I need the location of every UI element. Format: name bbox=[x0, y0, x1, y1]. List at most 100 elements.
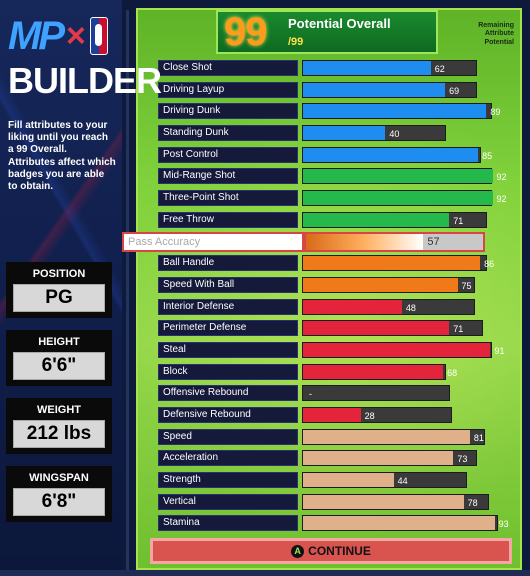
continue-button[interactable]: A CONTINUE bbox=[150, 538, 512, 564]
attribute-value: 68 bbox=[447, 367, 458, 378]
attribute-value: 57 bbox=[427, 235, 440, 248]
attribute-value: - bbox=[309, 389, 312, 400]
attribute-bar-fill bbox=[303, 451, 454, 466]
attribute-bar[interactable]: - bbox=[302, 385, 451, 402]
attribute-value: 48 bbox=[405, 302, 416, 313]
wingspan-box: WINGSPAN 6'8" bbox=[6, 466, 112, 522]
attribute-bar[interactable]: 86 bbox=[302, 255, 494, 272]
attribute-bar[interactable]: 92 bbox=[302, 168, 507, 185]
attribute-bar[interactable]: 69 bbox=[302, 81, 478, 98]
attribute-bar[interactable]: 40 bbox=[302, 125, 447, 142]
attribute-value: 89 bbox=[490, 107, 501, 118]
attribute-value: 93 bbox=[498, 519, 509, 530]
attribute-row[interactable]: Speed 81 bbox=[158, 428, 518, 450]
attribute-name: Steal bbox=[158, 341, 298, 358]
attribute-name: Acceleration bbox=[158, 450, 298, 467]
attribute-row[interactable]: Steal 91 bbox=[158, 341, 518, 363]
attribute-value: 78 bbox=[467, 497, 478, 508]
attribute-bar[interactable]: 91 bbox=[302, 341, 504, 358]
attribute-row[interactable]: Pass Accuracy 57 bbox=[122, 231, 518, 255]
attribute-row[interactable]: Vertical 78 bbox=[158, 493, 518, 515]
attribute-value: 86 bbox=[484, 259, 495, 270]
attribute-row[interactable]: Three-Point Shot 92 bbox=[158, 189, 518, 211]
attribute-bar[interactable]: 57 bbox=[304, 231, 486, 252]
attribute-bar-fill bbox=[303, 408, 361, 422]
attribute-bar-fill bbox=[303, 212, 450, 227]
attribute-bar-fill bbox=[303, 299, 402, 314]
attribute-row[interactable]: Standing Dunk 40 bbox=[158, 124, 518, 146]
attribute-row[interactable]: Post Control 85 bbox=[158, 146, 518, 168]
attribute-bar[interactable]: 62 bbox=[302, 60, 478, 76]
attribute-row[interactable]: Defensive Rebound 28 bbox=[158, 406, 518, 428]
attribute-panel: 99 Potential Overall /99 Remaining Attri… bbox=[122, 8, 522, 570]
attribute-value: 81 bbox=[473, 432, 484, 443]
attribute-row[interactable]: Block 68 bbox=[158, 363, 518, 385]
attribute-bar[interactable]: 48 bbox=[302, 298, 476, 315]
attribute-name: Perimeter Defense bbox=[158, 320, 298, 337]
builder-title: BUILDER bbox=[8, 60, 162, 101]
attribute-bar[interactable]: 92 bbox=[302, 190, 507, 207]
attribute-row[interactable]: Interior Defense 48 bbox=[158, 298, 518, 320]
attribute-value: 92 bbox=[496, 172, 507, 183]
attribute-row[interactable]: Driving Dunk 89 bbox=[158, 102, 518, 124]
attribute-value: 73 bbox=[457, 454, 468, 465]
attribute-bar[interactable]: 85 bbox=[302, 146, 492, 163]
height-box: HEIGHT 6'6" bbox=[6, 330, 112, 386]
attribute-bar-fill bbox=[303, 342, 491, 357]
attribute-bar-fill bbox=[303, 277, 458, 292]
scrollbar[interactable] bbox=[126, 10, 129, 570]
attribute-value: 40 bbox=[389, 129, 400, 140]
attribute-name: Block bbox=[158, 363, 298, 380]
attribute-bar[interactable]: 28 bbox=[302, 407, 453, 423]
attribute-bar-fill bbox=[303, 256, 481, 271]
attribute-bar[interactable]: 78 bbox=[302, 493, 490, 510]
continue-label: CONTINUE bbox=[308, 544, 371, 558]
attribute-bar-fill bbox=[303, 473, 394, 488]
attribute-row[interactable]: Free Throw 71 bbox=[158, 211, 518, 233]
attribute-bar[interactable]: 44 bbox=[302, 472, 467, 489]
attribute-row[interactable]: Speed With Ball 75 bbox=[158, 276, 518, 298]
attribute-row[interactable]: Mid-Range Shot 92 bbox=[158, 167, 518, 189]
overall-max: /99 bbox=[288, 36, 304, 48]
attribute-row[interactable]: Driving Layup 69 bbox=[158, 81, 518, 103]
attribute-list: Close Shot 62 Driving Layup 69 Driving Dunk 8… bbox=[122, 59, 518, 536]
attribute-value: 69 bbox=[449, 85, 460, 96]
attribute-bar[interactable]: 89 bbox=[302, 103, 500, 120]
position-box: POSITION PG bbox=[6, 262, 112, 318]
attribute-bar-fill bbox=[303, 126, 386, 141]
attribute-value: 85 bbox=[482, 150, 493, 161]
attribute-value: 71 bbox=[453, 324, 464, 335]
a-button-icon: A bbox=[291, 544, 305, 558]
bottom-strip bbox=[0, 570, 530, 576]
attribute-bar[interactable]: 71 bbox=[302, 320, 484, 337]
nba-logo-icon bbox=[89, 17, 108, 55]
attribute-bar[interactable]: 93 bbox=[302, 515, 509, 532]
weight-value: 212 lbs bbox=[13, 420, 105, 448]
mp-logo: MP bbox=[8, 14, 65, 58]
attribute-row[interactable]: Strength 44 bbox=[158, 471, 518, 493]
attribute-name: Interior Defense bbox=[158, 298, 298, 315]
attribute-bar[interactable]: 73 bbox=[302, 450, 478, 467]
attribute-row[interactable]: Stamina 93 bbox=[158, 514, 518, 536]
position-value: PG bbox=[13, 284, 105, 312]
attribute-bar-fill bbox=[303, 516, 495, 531]
attribute-row[interactable]: Close Shot 62 bbox=[158, 59, 518, 81]
attribute-bar-fill bbox=[303, 321, 450, 336]
attribute-name: Speed With Ball bbox=[158, 276, 298, 293]
attribute-bar[interactable]: 81 bbox=[302, 428, 486, 445]
attribute-bar[interactable]: 71 bbox=[302, 211, 488, 228]
attribute-row[interactable]: Perimeter Defense 71 bbox=[158, 319, 518, 341]
position-label: POSITION bbox=[32, 268, 86, 280]
attribute-bar[interactable]: 75 bbox=[302, 276, 476, 293]
attribute-name: Close Shot bbox=[158, 60, 298, 76]
attribute-row[interactable]: Ball Handle 86 bbox=[158, 254, 518, 276]
attribute-name: Mid-Range Shot bbox=[158, 168, 298, 185]
attribute-bar[interactable]: 68 bbox=[302, 363, 457, 380]
wingspan-label: WINGSPAN bbox=[29, 472, 89, 484]
attribute-name: Speed bbox=[158, 428, 298, 445]
attribute-bar-fill bbox=[303, 147, 479, 162]
attribute-row[interactable]: Acceleration 73 bbox=[158, 449, 518, 471]
attribute-name: Defensive Rebound bbox=[158, 407, 298, 423]
attribute-row[interactable]: Offensive Rebound - bbox=[158, 384, 518, 406]
attribute-value: 71 bbox=[453, 215, 464, 226]
